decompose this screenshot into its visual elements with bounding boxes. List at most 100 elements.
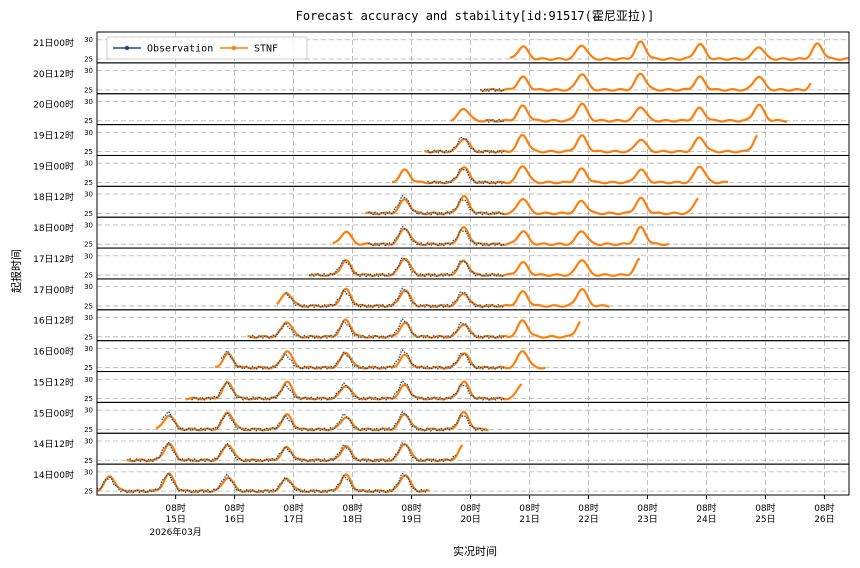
row-label: 16日12时 xyxy=(33,315,74,327)
row-label: 20日00时 xyxy=(33,99,74,111)
row-label: 21日00时 xyxy=(33,37,74,49)
forecast-series-line xyxy=(276,287,610,308)
x-tick-label-day: 17日 xyxy=(283,514,303,525)
observation-series-line xyxy=(161,411,487,432)
panel-y-tick-label: 25 xyxy=(84,241,93,249)
legend-label: Observation xyxy=(147,44,213,55)
panel-y-tick-label: 30 xyxy=(84,221,93,229)
panel-y-tick-label: 25 xyxy=(84,179,93,187)
panel-y-tick-label: 30 xyxy=(84,160,93,168)
legend-box xyxy=(106,36,308,60)
row-label: 15日12时 xyxy=(33,376,74,388)
row-label: 19日12时 xyxy=(33,129,74,141)
forecast-series-line xyxy=(96,472,430,493)
x-axis-year-month: 2026年03月 xyxy=(149,526,201,538)
panel-y-tick-label: 25 xyxy=(84,56,93,64)
forecast-series-line xyxy=(450,102,788,123)
panel-y-tick-label: 25 xyxy=(84,86,93,94)
panel-y-tick-label: 30 xyxy=(84,283,93,291)
panel-y-tick-label: 30 xyxy=(84,407,93,415)
x-tick-label-hour: 08时 xyxy=(460,502,480,514)
panel-y-tick-label: 30 xyxy=(84,468,93,476)
row-label: 16日00时 xyxy=(33,346,74,358)
panel-y-tick-label: 25 xyxy=(84,333,93,341)
x-tick-label-day: 23日 xyxy=(637,514,657,525)
x-tick-label-day: 15日 xyxy=(165,514,185,525)
panel-y-tick-label: 25 xyxy=(84,488,93,496)
observation-series-line xyxy=(220,349,505,370)
panel-y-tick-label: 25 xyxy=(84,395,93,403)
observation-series-line xyxy=(308,256,505,278)
x-tick-label-day: 21日 xyxy=(519,514,539,525)
observation-series-line xyxy=(367,225,505,247)
legend-marker xyxy=(124,45,130,51)
panel-y-tick-label: 25 xyxy=(84,117,93,125)
forecast-series-line xyxy=(480,72,812,92)
x-tick-label-day: 20日 xyxy=(460,514,480,525)
x-tick-label-hour: 08时 xyxy=(283,502,303,514)
x-tick-label-hour: 08时 xyxy=(165,502,185,514)
observation-series-line xyxy=(427,167,505,185)
panel-y-tick-label: 25 xyxy=(84,364,93,372)
panel-y-tick-label: 25 xyxy=(84,426,93,434)
observation-series-line xyxy=(249,318,505,339)
x-tick-label-hour: 08时 xyxy=(519,502,539,514)
panel-y-tick-label: 30 xyxy=(84,98,93,106)
x-tick-label-hour: 08时 xyxy=(696,502,716,514)
observation-series-line xyxy=(96,472,428,494)
forecast-series-line xyxy=(365,194,699,216)
panel-y-tick-label: 30 xyxy=(84,67,93,75)
forecast-series-line xyxy=(509,40,849,61)
x-tick-label-day: 19日 xyxy=(401,514,421,525)
legend: Observation STNF xyxy=(106,36,308,60)
x-tick-label-day: 25日 xyxy=(755,514,775,525)
x-tick-label-hour: 08时 xyxy=(342,502,362,514)
legend-label: STNF xyxy=(254,44,278,55)
panel-row: 25 30 16日00时 xyxy=(33,340,850,372)
x-tick-label-hour: 08时 xyxy=(224,502,244,514)
panel-y-tick-label: 30 xyxy=(84,191,93,199)
x-tick-label-hour: 08时 xyxy=(578,502,598,514)
panel-y-tick-label: 30 xyxy=(84,129,93,137)
panel-y-tick-label: 25 xyxy=(84,148,93,156)
x-tick-label-day: 22日 xyxy=(578,514,598,525)
panel-y-tick-label: 25 xyxy=(84,457,93,465)
forecast-series-line xyxy=(215,350,546,370)
panel-row: 25 30 19日12时 xyxy=(33,124,850,156)
forecast-series-line xyxy=(391,165,729,185)
observation-series-line xyxy=(427,136,505,154)
panel-row: 25 30 14日00时 xyxy=(33,463,850,496)
panel-row: 25 30 18日12时 xyxy=(33,185,850,218)
chart-title: Forecast accuracy and stability[id:91517… xyxy=(296,8,655,23)
panel-y-tick-label: 25 xyxy=(84,272,93,280)
x-tick-label-hour: 08时 xyxy=(814,502,834,514)
x-tick-label-day: 26日 xyxy=(814,514,834,525)
row-label: 14日12时 xyxy=(33,438,74,450)
forecast-series-line xyxy=(126,442,464,463)
panel-y-tick-label: 30 xyxy=(84,252,93,260)
y-axis-label: 起报时间 xyxy=(9,249,23,293)
row-label: 19日00时 xyxy=(33,160,74,172)
legend-marker xyxy=(231,45,237,51)
x-tick-label-hour: 08时 xyxy=(637,502,657,514)
forecast-series-line xyxy=(424,133,758,154)
panels: 25 30 21日00时 25 30 20日12时 25 30 20日00时 25 30 19日12时… xyxy=(33,31,850,496)
x-tick-label-hour: 08时 xyxy=(755,502,775,514)
row-label: 18日12时 xyxy=(33,191,74,203)
x-tick-label-day: 18日 xyxy=(342,514,362,525)
observation-series-line xyxy=(485,118,505,123)
row-label: 17日12时 xyxy=(33,253,74,265)
panel-frame xyxy=(96,463,850,496)
row-label: 14日00时 xyxy=(33,469,74,481)
panel-row: 25 30 16日12时 xyxy=(33,309,850,341)
panel-y-tick-label: 25 xyxy=(84,302,93,310)
x-tick-label-day: 16日 xyxy=(224,514,244,525)
panel-y-tick-label: 30 xyxy=(84,376,93,384)
row-label: 17日00时 xyxy=(33,284,74,296)
row-label: 18日00时 xyxy=(33,222,74,234)
observation-series-line xyxy=(285,287,505,309)
x-tick-label-hour: 08时 xyxy=(401,502,421,514)
x-axis-label: 实况时间 xyxy=(453,544,497,558)
row-label: 20日12时 xyxy=(33,68,74,80)
